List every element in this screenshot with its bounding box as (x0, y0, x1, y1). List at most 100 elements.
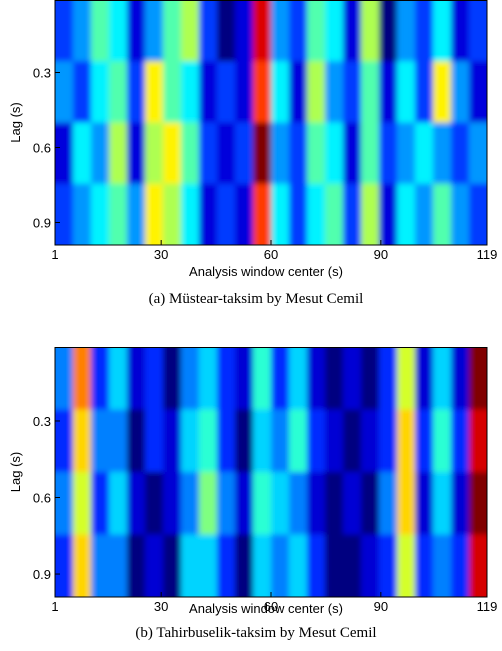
heat-cell (361, 534, 380, 597)
heat-cell (199, 472, 218, 535)
heat-cell (379, 472, 398, 535)
heat-cell (235, 183, 254, 245)
heat-cell (199, 183, 218, 245)
heat-cell (271, 472, 290, 535)
heat-cell (73, 534, 92, 597)
heat-cell (289, 409, 308, 473)
heat-cell (253, 534, 272, 597)
heat-cell (307, 122, 326, 185)
heat-cell (271, 61, 290, 123)
heat-cell (199, 61, 218, 123)
heat-cell (181, 534, 200, 597)
heat-cell (73, 183, 92, 245)
heat-cell (271, 409, 290, 473)
x-tick-label: 119 (477, 247, 498, 262)
heat-cell (145, 534, 164, 597)
heat-cell (415, 183, 434, 245)
heat-cell (91, 61, 110, 123)
heat-cell (469, 61, 487, 123)
heat-cell (217, 472, 236, 535)
heat-cell (397, 409, 416, 473)
heat-cell (469, 347, 487, 410)
heat-cell (307, 183, 326, 245)
heat-cell (235, 0, 254, 62)
x-axis-label: Analysis window center (s) (189, 601, 343, 616)
heat-cell (325, 61, 344, 123)
heat-cell (181, 61, 200, 123)
heat-cell (163, 409, 182, 473)
heat-cell (253, 347, 272, 410)
heat-cell (91, 183, 110, 245)
x-tick-label: 1 (51, 599, 58, 614)
heat-cell (145, 61, 164, 123)
heat-cell (271, 347, 290, 410)
heat-cell (289, 61, 308, 123)
heat-cell (397, 183, 416, 245)
heat-cell (379, 347, 398, 410)
heat-cell (145, 472, 164, 535)
heat-cell (343, 472, 362, 535)
heat-cell (109, 409, 128, 473)
heat-cell (451, 472, 470, 535)
heat-cell (127, 183, 146, 245)
heat-cell (379, 122, 398, 185)
heat-cell (199, 0, 218, 62)
heat-cell (325, 347, 344, 410)
heat-cell (307, 534, 326, 597)
heat-cell (343, 61, 362, 123)
heat-cell (253, 61, 272, 123)
heat-cell (181, 122, 200, 185)
heat-cell (415, 347, 434, 410)
heat-cell (91, 409, 110, 473)
heat-cell (415, 409, 434, 473)
heat-cell (199, 122, 218, 185)
heat-cell (289, 347, 308, 410)
heat-cell (145, 122, 164, 185)
heat-cell (73, 122, 92, 185)
heat-cell (415, 0, 434, 62)
heat-cell (415, 534, 434, 597)
heat-cell (433, 61, 452, 123)
heat-cell (91, 347, 110, 410)
heat-cell (55, 183, 74, 245)
heat-cell (91, 534, 110, 597)
heat-cell (163, 183, 182, 245)
heat-cell (379, 409, 398, 473)
heat-cell (217, 0, 236, 62)
heatmap (55, 347, 487, 597)
heat-cell (361, 183, 380, 245)
x-tick-label: 60 (264, 599, 278, 614)
heat-cell (217, 61, 236, 123)
heat-cell (307, 472, 326, 535)
heat-cell (235, 61, 254, 123)
heat-cell (307, 409, 326, 473)
heatmap-cells (55, 0, 487, 245)
heat-cell (181, 409, 200, 473)
heat-cell (451, 534, 470, 597)
heat-cell (289, 122, 308, 185)
heat-cell (379, 534, 398, 597)
heat-cell (163, 122, 182, 185)
heat-cell (181, 347, 200, 410)
heat-cell (73, 347, 92, 410)
x-tick-label: 30 (154, 247, 168, 262)
heat-cell (307, 0, 326, 62)
heat-cell (145, 409, 164, 473)
y-axis-label: Lag (s) (8, 452, 23, 492)
heat-cell (199, 347, 218, 410)
heat-cell (271, 0, 290, 62)
heat-cell (235, 122, 254, 185)
heat-cell (379, 183, 398, 245)
heat-cell (451, 61, 470, 123)
heat-cell (109, 472, 128, 535)
heat-cell (109, 0, 128, 62)
heat-cell (361, 409, 380, 473)
heat-cell (343, 534, 362, 597)
heat-cell (433, 534, 452, 597)
heat-cell (361, 61, 380, 123)
heat-cell (343, 347, 362, 410)
heat-cell (91, 472, 110, 535)
heat-cell (469, 122, 487, 185)
heat-cell (127, 472, 146, 535)
heat-cell (145, 0, 164, 62)
